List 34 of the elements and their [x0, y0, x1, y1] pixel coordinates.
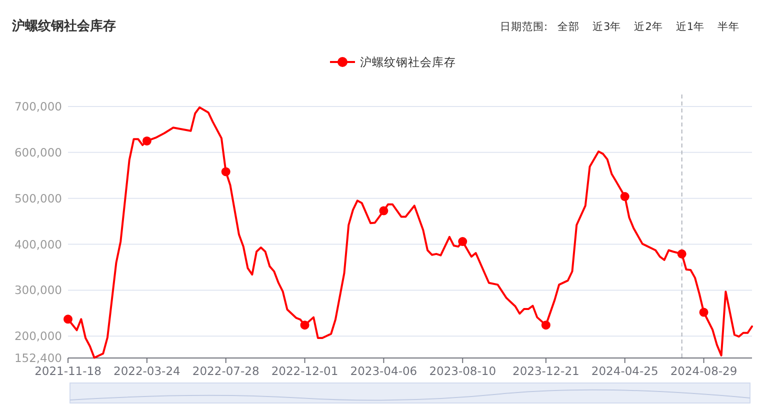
y-tick-label: 600,000 [14, 145, 62, 160]
point [541, 320, 550, 330]
point [458, 237, 468, 246]
text: 近1年 [676, 20, 705, 33]
chart-title: 沪螺纹钢社会库存 [11, 18, 116, 34]
x-tick-label: 2024-08-29 [670, 364, 738, 378]
point [64, 314, 72, 324]
y-tick-label: 300,000 [14, 283, 62, 298]
y-tick-label: 700,000 [14, 100, 62, 114]
point [142, 136, 152, 146]
point [221, 167, 230, 176]
x-tick-label: 2022-12-01 [271, 364, 338, 378]
legend-label: 沪螺纹钢社会库存 [360, 55, 456, 69]
point [300, 320, 310, 330]
text: 日期范围: [500, 20, 548, 33]
y-tick-label: 152,400 [14, 351, 62, 365]
text: 近2年 [634, 20, 663, 33]
y-tick-label: 400,000 [14, 237, 62, 252]
point [379, 206, 388, 216]
y-tick-label: 200,000 [14, 329, 62, 344]
y-tick-label: 500,000 [14, 191, 62, 206]
x-tick-label: 2022-07-28 [192, 364, 260, 378]
text: 近3年 [592, 20, 622, 33]
x-tick-label: 2024-04-25 [591, 364, 658, 378]
x-tick-label: 2023-08-10 [429, 364, 496, 378]
point [620, 192, 630, 202]
x-tick-label: 2022-03-24 [114, 364, 180, 378]
text: 全部 [558, 20, 580, 33]
text: 半年 [718, 20, 740, 33]
x-tick-label: 2023-12-21 [512, 364, 580, 378]
x-tick-label: 2023-04-06 [350, 364, 418, 378]
x-tick-label: 2021-11-18 [34, 364, 102, 378]
point [677, 249, 686, 258]
point [699, 308, 708, 317]
